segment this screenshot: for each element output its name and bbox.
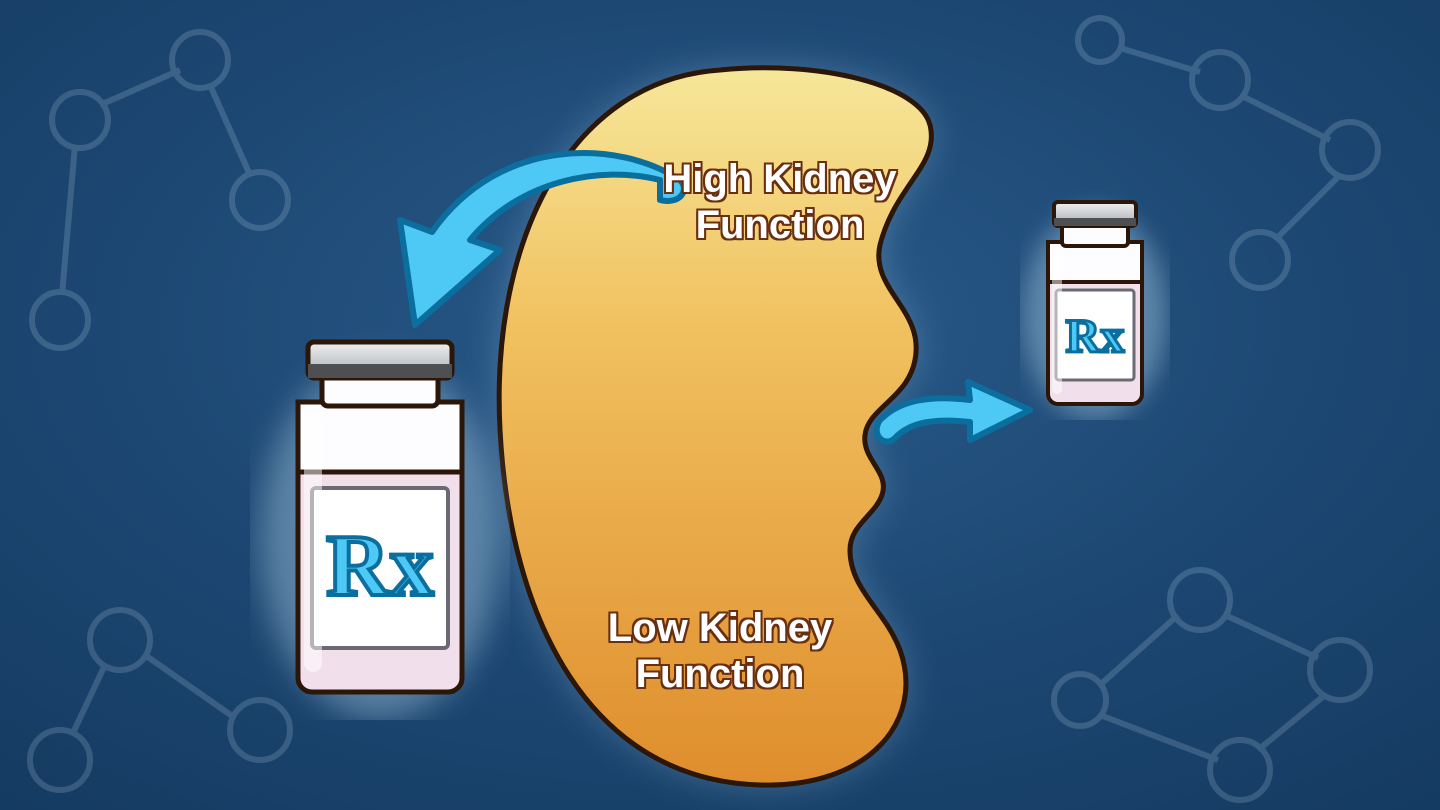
label-low-line1: Low Kidney xyxy=(608,606,832,650)
vial-large: Rx xyxy=(250,320,510,720)
label-low-line2: Function xyxy=(636,652,805,696)
rx-label-large: Rx xyxy=(326,518,434,615)
label-high-line2: Function xyxy=(696,203,865,247)
label-high-function: High Kidney Function xyxy=(630,156,930,248)
label-low-function: Low Kidney Function xyxy=(570,605,870,697)
rx-label-small: Rx xyxy=(1066,310,1125,363)
label-high-line1: High Kidney xyxy=(663,157,896,201)
vial-small: Rx xyxy=(1020,190,1170,420)
